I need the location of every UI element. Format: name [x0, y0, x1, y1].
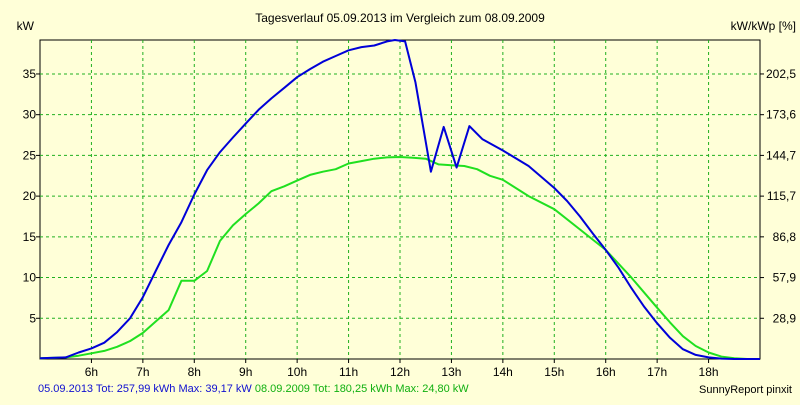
credit-text: SunnyReport pinxit [699, 384, 792, 396]
y-tick-label-left: 30 [23, 108, 37, 122]
chart-title: Tagesverlauf 05.09.2013 im Vergleich zum… [255, 11, 545, 25]
x-tick-label: 13h [441, 365, 461, 379]
y-tick-label-left: 20 [23, 189, 37, 203]
x-tick-label: 12h [390, 365, 410, 379]
x-tick-label: 7h [136, 365, 149, 379]
series-line-2009 [39, 156, 760, 360]
x-tick-label: 16h [596, 365, 616, 379]
x-tick-label: 9h [239, 365, 252, 379]
y-tick-label-right: 28,9 [773, 311, 797, 325]
y-tick-label-left: 5 [29, 311, 36, 325]
grid-layer [40, 40, 760, 359]
y-tick-label-right: 86,8 [773, 230, 797, 244]
y-tick-label-left: 35 [23, 67, 37, 81]
x-tick-label: 17h [647, 365, 667, 379]
x-tick-label: 15h [544, 365, 564, 379]
y-tick-label-right: 202,5 [766, 67, 796, 81]
x-tick-label: 10h [287, 365, 307, 379]
y-tick-label-left: 25 [23, 148, 37, 162]
x-tick-label: 6h [85, 365, 98, 379]
y-tick-label-right: 115,7 [767, 189, 796, 203]
footer-series-2013: 05.09.2013 Tot: 257,99 kWh Max: 39,17 kW [38, 383, 252, 395]
y-tick-label-right: 144,7 [766, 148, 796, 162]
tick-layer: 6h 7h 8h 9h 10h 11h 12h 13h 14h 15h 16h 17h 18h 5 28,9… [23, 67, 797, 379]
x-tick-label: 18h [699, 365, 719, 379]
x-tick-label: 14h [493, 365, 513, 379]
y-tick-label-left: 10 [23, 271, 37, 285]
footer-summary: 05.09.2013 Tot: 257,99 kWh Max: 39,17 kW… [38, 383, 469, 395]
y-axis-left-label: kW [17, 19, 35, 33]
series-layer [39, 39, 760, 360]
footer-series-2009: 08.09.2009 Tot: 180,25 kWh Max: 24,80 kW [254, 383, 469, 395]
y-tick-label-right: 57,9 [773, 271, 797, 285]
y-axis-right-label: kW/kWp [%] [731, 19, 796, 33]
series-line-2013 [39, 39, 760, 360]
y-tick-label-right: 173,6 [766, 108, 796, 122]
x-tick-label: 8h [188, 365, 201, 379]
y-tick-label-left: 15 [23, 230, 37, 244]
x-tick-label: 11h [339, 365, 358, 379]
